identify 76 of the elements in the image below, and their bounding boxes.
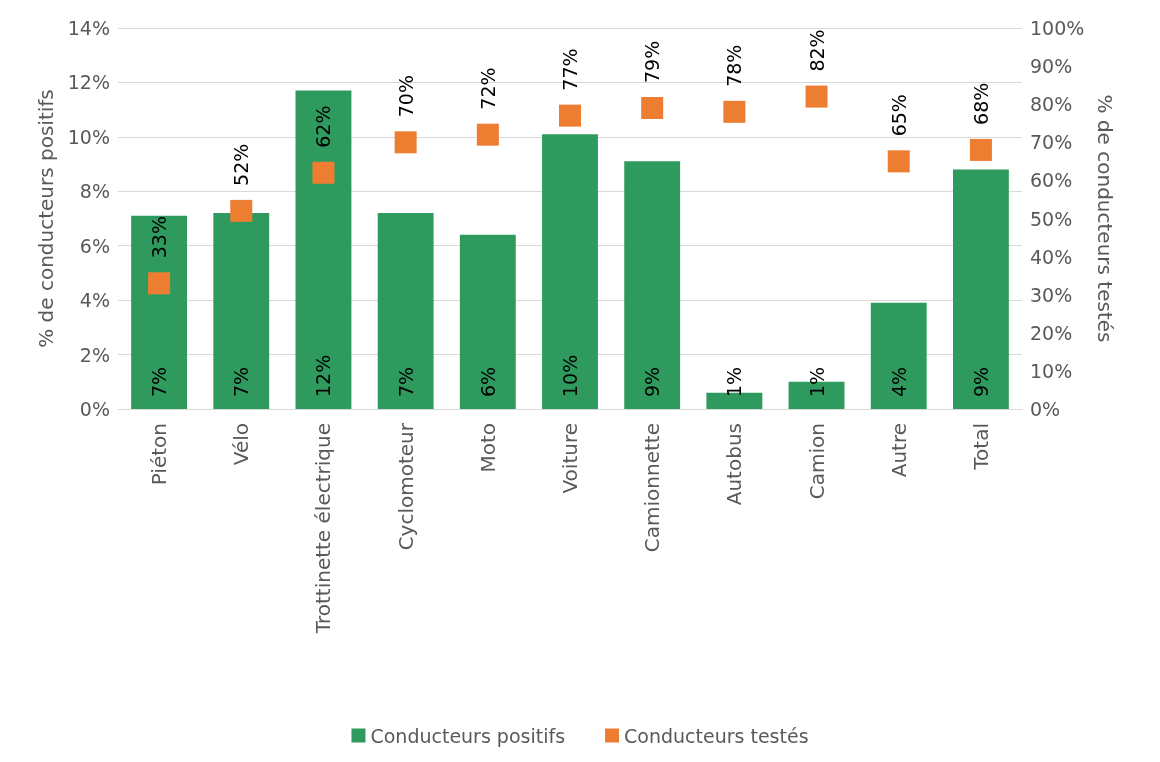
y2-tick-label: 40%: [1030, 245, 1073, 268]
data-label: 72%: [476, 67, 499, 110]
data-label: 52%: [230, 143, 253, 186]
y-tick-label: 2%: [79, 343, 110, 366]
x-tick-label: Trottinette électrique: [311, 423, 336, 635]
y2-tick-label: 80%: [1030, 93, 1073, 116]
x-tick-label: Camionnette: [640, 423, 665, 553]
x-tick-label: Autobus: [722, 423, 747, 506]
point: [312, 161, 335, 184]
y2-tick-label: 90%: [1030, 55, 1073, 78]
data-label: 1%: [805, 366, 828, 397]
x-tick-label: Vélo: [229, 423, 254, 466]
point: [559, 104, 581, 127]
data-label: 65%: [887, 94, 910, 137]
data-label: 7%: [148, 366, 171, 397]
y2-tick-label: 20%: [1030, 321, 1073, 344]
data-label: 1%: [723, 366, 746, 397]
point: [887, 150, 910, 173]
data-label: 7%: [394, 366, 417, 397]
data-label: 70%: [394, 75, 417, 118]
data-label: 7%: [230, 366, 253, 397]
bar: [459, 234, 516, 409]
x-tick-label: Piéton: [147, 423, 172, 486]
y-tick-label: 10%: [67, 125, 110, 148]
point: [969, 138, 992, 161]
y-tick-label: 4%: [79, 289, 110, 312]
data-label: 12%: [312, 354, 335, 397]
x-tick-label: Autre: [886, 423, 911, 478]
bar: [542, 134, 598, 409]
y2-tick-label: 30%: [1030, 283, 1073, 306]
y2-tick-label: 70%: [1030, 131, 1073, 154]
point: [230, 199, 253, 222]
y-axis-title: % de conducteurs positifs: [34, 89, 58, 348]
bar: [213, 213, 270, 409]
y2-tick-label: 0%: [1030, 398, 1061, 420]
legend-label: Conducteurs positifs: [370, 724, 566, 747]
data-label: 6%: [476, 366, 499, 397]
y-tick-label: 8%: [79, 180, 110, 203]
data-label: 10%: [559, 354, 581, 397]
point: [641, 97, 664, 120]
data-label: 4%: [887, 366, 910, 397]
y-tick-label: 6%: [79, 234, 110, 257]
y2-tick-label: 50%: [1030, 207, 1073, 230]
y2-axis-title: % de conducteurs testés: [1093, 94, 1118, 343]
point: [723, 100, 746, 123]
bar: [295, 90, 352, 409]
x-tick-label: Total: [968, 423, 993, 471]
data-label: 62%: [312, 105, 335, 148]
bar: [952, 169, 1009, 409]
data-label: 68%: [969, 82, 992, 125]
bar: [131, 215, 188, 409]
y-tick-label: 12%: [67, 71, 110, 94]
x-tick-label: Cyclomoteur: [393, 422, 418, 551]
data-label: 82%: [805, 29, 828, 72]
x-tick-label: Moto: [475, 423, 500, 473]
bar: [624, 161, 681, 409]
y-tick-label: 0%: [79, 398, 110, 420]
legend-label: Conducteurs testés: [624, 724, 809, 747]
point: [805, 85, 828, 108]
y2-tick-label: 10%: [1030, 359, 1073, 382]
data-label: 77%: [559, 48, 581, 91]
data-label: 78%: [723, 44, 746, 87]
data-label: 9%: [641, 366, 664, 397]
x-tick-label: Voiture: [558, 423, 582, 494]
bar: [377, 213, 434, 409]
data-label: 33%: [148, 216, 171, 259]
data-label: 79%: [641, 40, 664, 84]
y2-tick-label: 100%: [1030, 17, 1085, 39]
data-label: 9%: [969, 366, 992, 397]
point: [148, 272, 171, 295]
point: [476, 123, 499, 146]
y2-tick-label: 60%: [1030, 169, 1073, 192]
bar: [870, 302, 927, 409]
x-tick-label: Camion: [804, 423, 829, 500]
y-tick-label: 14%: [67, 17, 110, 39]
point: [394, 131, 417, 154]
